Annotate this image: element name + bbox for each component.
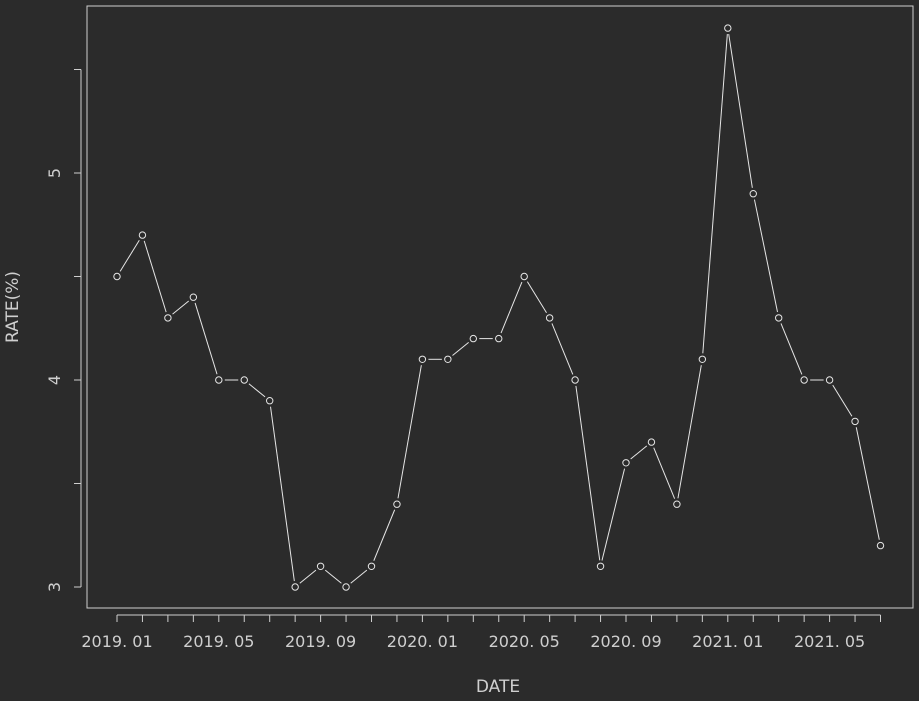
plot-frame (86, 5, 914, 609)
data-point (571, 376, 579, 384)
data-point (342, 583, 350, 591)
series-segment (780, 323, 803, 375)
data-point (495, 334, 503, 343)
y-axis-title: RATE(%) (3, 271, 23, 343)
x-tick-label: 2019. 01 (81, 632, 152, 651)
series-layer (113, 24, 885, 591)
x-tick-label: 2021. 01 (692, 632, 763, 651)
data-point (367, 562, 376, 570)
data-point (520, 272, 528, 281)
x-tick-label: 2021. 05 (794, 632, 865, 651)
data-point (164, 314, 172, 322)
series-segment (601, 468, 626, 561)
series-segment (832, 384, 853, 417)
data-point (622, 459, 630, 467)
x-tick-label: 2020. 01 (387, 632, 458, 651)
series-segment (248, 383, 266, 398)
series-segment (653, 447, 676, 499)
y-tick-label: 3 (45, 582, 64, 592)
series-segment (397, 365, 422, 499)
y-tick-label: 5 (45, 168, 64, 178)
data-point (825, 376, 834, 384)
x-axis-title: DATE (476, 677, 520, 697)
y-axis: 3 4 5 (45, 69, 82, 592)
data-point (724, 24, 732, 32)
data-point (189, 293, 198, 301)
x-tick-label: 2019. 09 (285, 632, 356, 651)
data-point (469, 334, 477, 343)
series-segment (526, 281, 547, 314)
data-point (418, 355, 427, 363)
data-point (545, 314, 554, 322)
x-axis: 2019. 01 2019. 05 2019. 09 2020. 01 2020. 05… (81, 614, 881, 651)
series-segment (630, 445, 648, 460)
series-segment (753, 199, 778, 313)
series-segment (143, 240, 167, 313)
x-tick-label: 2020. 05 (489, 632, 560, 651)
series-segment (728, 33, 753, 188)
series-segment (172, 300, 190, 315)
series-segment (575, 385, 601, 561)
data-point (775, 314, 783, 322)
data-point (138, 231, 147, 239)
x-tick-label: 2019. 05 (183, 632, 254, 651)
series-segment (194, 302, 218, 375)
data-point (444, 355, 452, 363)
data-point (266, 397, 274, 405)
series-segment (119, 239, 140, 272)
series-segment (500, 281, 523, 334)
data-point (698, 355, 707, 363)
data-point (876, 541, 885, 550)
data-point (596, 562, 605, 570)
data-point (215, 376, 223, 384)
data-point (291, 583, 299, 591)
series-segment (702, 34, 728, 354)
series-segment (299, 569, 317, 584)
series-segment (551, 323, 574, 375)
data-point (851, 417, 859, 426)
data-point (673, 500, 681, 508)
data-point (800, 376, 808, 384)
data-point (749, 190, 757, 198)
data-point (393, 500, 401, 508)
series-segment (270, 406, 295, 582)
data-point (240, 376, 248, 384)
series-segment (677, 365, 702, 499)
series-segment (855, 427, 880, 540)
y-tick-label: 4 (45, 375, 64, 385)
series-segment (373, 509, 396, 561)
series-segment (452, 342, 469, 356)
data-point (316, 562, 325, 570)
x-tick-label: 2020. 09 (590, 632, 661, 651)
data-point (113, 272, 121, 281)
series-segment (324, 569, 342, 584)
data-point (647, 438, 656, 446)
series-segment (350, 569, 368, 584)
